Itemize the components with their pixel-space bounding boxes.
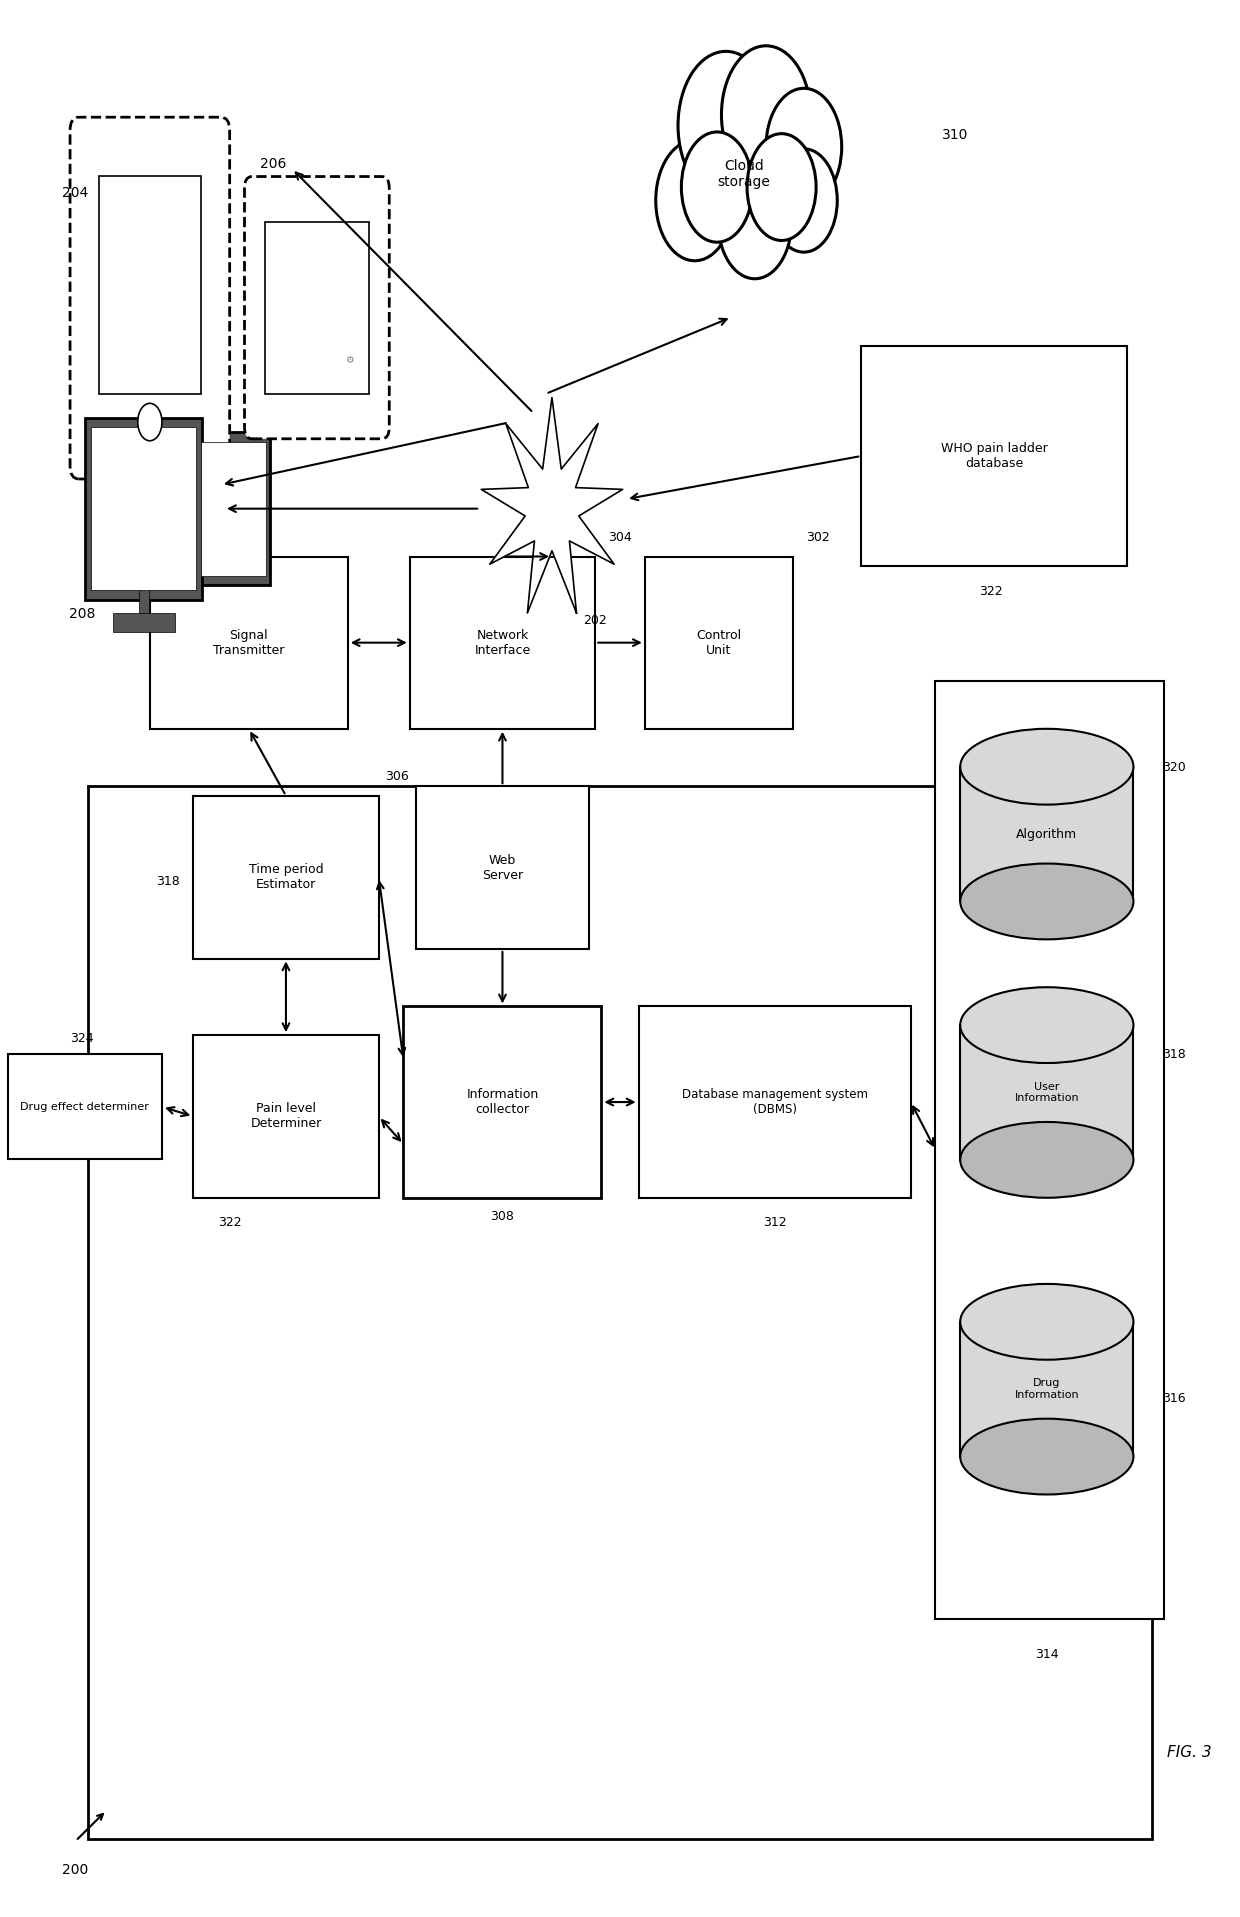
Circle shape — [138, 403, 162, 441]
Bar — [139, 585, 149, 619]
Text: 314: 314 — [1035, 1647, 1059, 1660]
Text: 322: 322 — [980, 585, 1003, 598]
Text: 206: 206 — [260, 157, 286, 171]
Text: Drug
Information: Drug Information — [1014, 1378, 1079, 1399]
Bar — [84, 418, 202, 600]
Bar — [113, 613, 175, 633]
Text: 310: 310 — [941, 128, 968, 142]
Circle shape — [770, 150, 837, 253]
Bar — [960, 767, 1133, 901]
Text: 202: 202 — [583, 613, 606, 627]
FancyBboxPatch shape — [645, 556, 794, 728]
Text: 302: 302 — [806, 531, 830, 544]
Bar — [99, 176, 201, 393]
Text: 200: 200 — [62, 1863, 89, 1877]
Text: 312: 312 — [763, 1215, 786, 1229]
FancyBboxPatch shape — [935, 681, 1164, 1620]
Text: FIG. 3: FIG. 3 — [1167, 1744, 1211, 1760]
Circle shape — [722, 46, 811, 184]
FancyBboxPatch shape — [639, 1006, 910, 1198]
FancyBboxPatch shape — [69, 117, 229, 479]
FancyBboxPatch shape — [244, 176, 389, 439]
FancyBboxPatch shape — [862, 345, 1127, 566]
Bar — [91, 427, 196, 590]
Text: Algorithm: Algorithm — [1017, 828, 1078, 840]
Circle shape — [718, 165, 791, 278]
Text: 318: 318 — [156, 876, 180, 888]
FancyBboxPatch shape — [193, 796, 378, 958]
FancyBboxPatch shape — [409, 556, 595, 728]
Text: 204: 204 — [62, 186, 89, 199]
Text: Drug effect determiner: Drug effect determiner — [21, 1102, 149, 1112]
Text: 322: 322 — [218, 1215, 242, 1229]
Polygon shape — [481, 397, 622, 613]
FancyBboxPatch shape — [7, 1054, 162, 1160]
Text: 304: 304 — [608, 531, 632, 544]
Text: Signal
Transmitter: Signal Transmitter — [213, 629, 284, 658]
FancyBboxPatch shape — [88, 786, 1152, 1838]
Text: Time period
Estimator: Time period Estimator — [249, 863, 324, 891]
Text: 316: 316 — [1162, 1392, 1185, 1405]
Text: 208: 208 — [68, 608, 95, 621]
Text: Pain level
Determiner: Pain level Determiner — [250, 1102, 321, 1131]
Ellipse shape — [960, 1419, 1133, 1495]
Text: Network
Interface: Network Interface — [475, 629, 531, 658]
FancyBboxPatch shape — [403, 1006, 601, 1198]
Bar — [201, 441, 265, 575]
Text: 318: 318 — [1162, 1049, 1185, 1060]
Text: 324: 324 — [69, 1033, 94, 1045]
Ellipse shape — [960, 1121, 1133, 1198]
FancyBboxPatch shape — [415, 786, 589, 949]
Ellipse shape — [960, 728, 1133, 805]
Text: 320: 320 — [224, 531, 248, 544]
Text: ⚙: ⚙ — [345, 355, 353, 366]
Text: 306: 306 — [386, 771, 409, 784]
Text: 320: 320 — [1162, 761, 1185, 774]
Text: Web
Server: Web Server — [482, 853, 523, 882]
Circle shape — [678, 52, 774, 199]
Ellipse shape — [960, 987, 1133, 1064]
Bar — [960, 1026, 1133, 1160]
Text: WHO pain ladder
database: WHO pain ladder database — [941, 443, 1048, 470]
Ellipse shape — [960, 863, 1133, 939]
Text: User
Information: User Information — [1014, 1081, 1079, 1104]
Text: Cloud
storage: Cloud storage — [717, 159, 770, 188]
Circle shape — [766, 88, 842, 205]
Bar — [265, 222, 368, 393]
Circle shape — [656, 140, 734, 261]
Circle shape — [746, 134, 816, 240]
Bar — [960, 1323, 1133, 1457]
Text: 308: 308 — [491, 1210, 515, 1223]
FancyBboxPatch shape — [193, 1035, 378, 1198]
Circle shape — [681, 132, 753, 242]
Bar — [196, 431, 270, 585]
Text: Information
collector: Information collector — [466, 1089, 538, 1116]
Ellipse shape — [960, 1284, 1133, 1359]
Text: Database management system
(DBMS): Database management system (DBMS) — [682, 1089, 868, 1116]
FancyBboxPatch shape — [150, 556, 347, 728]
Text: Control
Unit: Control Unit — [697, 629, 742, 658]
